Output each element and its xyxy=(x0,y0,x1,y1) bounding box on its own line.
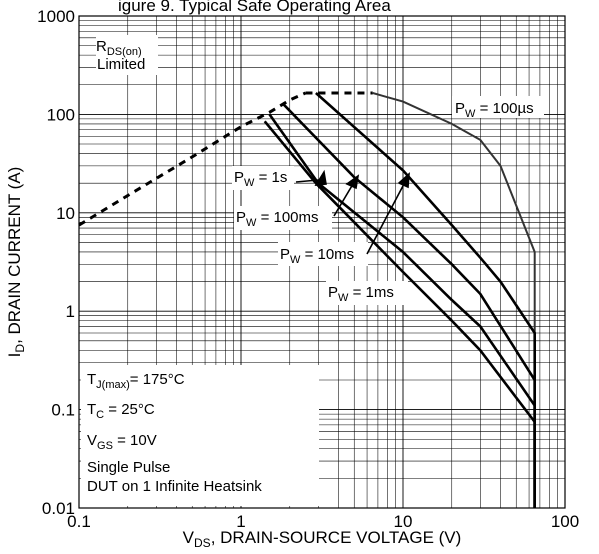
pw-10ms-rest: = 10ms xyxy=(300,246,354,263)
condition-dut: DUT on 1 Infinite Heatsink xyxy=(87,478,262,495)
condition-tj-main: T xyxy=(87,371,96,388)
y-tick-label: 1000 xyxy=(37,7,75,26)
x-axis-label-main: V xyxy=(183,528,195,547)
y-tick-label: 0.1 xyxy=(51,401,75,420)
arrow-1s-line xyxy=(295,179,319,183)
series-line-1 xyxy=(372,92,536,508)
conditions-box xyxy=(81,365,319,506)
condition-tj: TJ(max)= 175°C xyxy=(87,371,185,391)
pw-10ms-main: P xyxy=(280,246,290,263)
series-line-5 xyxy=(263,120,537,508)
y-tick-label: 1 xyxy=(66,302,75,321)
series-line-2 xyxy=(315,92,537,508)
pw-100ms-label: PW = 100ms xyxy=(236,209,319,229)
pw-1ms-main: P xyxy=(328,284,338,301)
condition-vgs-main: V xyxy=(87,432,97,449)
chart-title: igure 9. Typical Safe Operating Area xyxy=(118,0,391,15)
pw-1ms-sub: W xyxy=(338,292,349,304)
x-axis-label: VDS, DRAIN-SOURCE VOLTAGE (V) xyxy=(183,528,462,550)
rds-label-box xyxy=(96,35,158,75)
condition-tc: TC = 25°C xyxy=(87,401,155,421)
pw-100us-sub: W xyxy=(465,108,476,120)
rds-limit-path xyxy=(78,91,307,227)
pw-100ms-sub: W xyxy=(246,217,257,229)
x-tick-label: 100 xyxy=(551,512,579,531)
rds-limit-line xyxy=(78,91,373,227)
pw-100us-label: PW = 100µs xyxy=(455,100,534,120)
pw-100ms-main: P xyxy=(236,209,246,226)
pw-1ms-label: PW = 1ms xyxy=(328,284,394,304)
pw-100us-main: P xyxy=(455,100,465,117)
plot-frame xyxy=(78,15,566,509)
pw-1s-label: PW = 1s xyxy=(234,169,287,189)
arrow-1s-head xyxy=(314,169,327,186)
arrow-100ms-head xyxy=(345,174,360,190)
rds-label-sub: DS(on) xyxy=(107,46,142,58)
condition-vgs-sub: GS xyxy=(97,440,113,452)
pw-1s-label-box xyxy=(232,166,294,190)
pw-100ms-label-box xyxy=(234,206,332,230)
y-tick-label: 100 xyxy=(47,105,75,124)
rds-label: RDS(on) xyxy=(96,38,142,58)
condition-tc-main: T xyxy=(87,401,96,418)
condition-tj-rest: = 175°C xyxy=(130,371,185,388)
y-axis-label-sub: D xyxy=(13,344,27,353)
rds-label-main: R xyxy=(96,38,107,55)
label-arrows xyxy=(295,169,410,255)
pw-10ms-label: PW = 10ms xyxy=(280,246,354,266)
y-tick-label: 0.01 xyxy=(42,499,75,518)
x-tick-label: 10 xyxy=(394,512,413,531)
condition-tc-rest: = 25°C xyxy=(104,401,155,418)
condition-tj-sub: J(max) xyxy=(96,379,130,391)
arrow-10ms-line xyxy=(366,183,405,255)
pw-10ms-label-box xyxy=(278,242,368,266)
condition-vgs: VGS = 10V xyxy=(87,432,157,452)
pw-1s-rest: = 1s xyxy=(254,169,287,186)
pw-1ms-label-box xyxy=(326,281,408,305)
x-axis-label-sub: DS xyxy=(194,536,211,550)
pw-100ms-rest: = 100ms xyxy=(256,209,318,226)
y-axis-label-rest: , DRAIN CURRENT (A) xyxy=(5,167,24,344)
pw-100us-label-box xyxy=(452,96,544,118)
x-axis-label-rest: , DRAIN-SOURCE VOLTAGE (V) xyxy=(211,528,462,547)
pw-1s-sub: W xyxy=(244,177,255,189)
arrow-10ms-head xyxy=(397,172,410,189)
pw-10ms-sub: W xyxy=(290,254,301,266)
y-axis-label: ID, DRAIN CURRENT (A) xyxy=(5,167,27,358)
x-tick-label: 1 xyxy=(236,512,245,531)
condition-pulse: Single Pulse xyxy=(87,459,170,476)
rds-label-limited: Limited xyxy=(97,56,145,73)
pw-100us-rest: = 100µs xyxy=(475,100,533,117)
arrow-100ms-line xyxy=(333,183,354,217)
x-tick-label: 0.1 xyxy=(67,512,91,531)
condition-tc-sub: C xyxy=(96,409,104,421)
pw-1ms-rest: = 1ms xyxy=(348,284,393,301)
condition-vgs-rest: = 10V xyxy=(113,432,157,449)
y-tick-label: 10 xyxy=(56,204,75,223)
y-axis-label-main: I xyxy=(5,353,24,358)
pw-1s-main: P xyxy=(234,169,244,186)
series-line-3 xyxy=(281,102,537,508)
